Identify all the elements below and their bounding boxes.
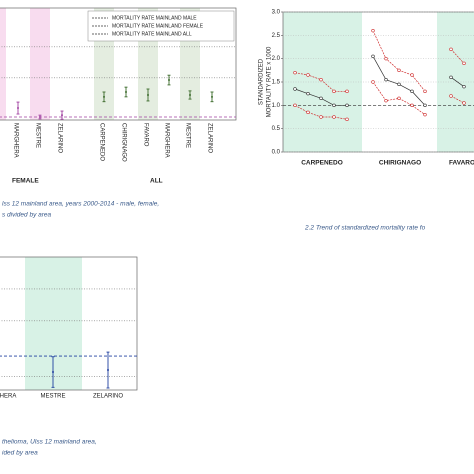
- point: [423, 112, 427, 117]
- point: [397, 96, 401, 101]
- point: [17, 107, 19, 110]
- x-tick-label: CARPENEDO: [301, 160, 343, 167]
- x-tick-label: HERA: [0, 394, 16, 400]
- point: [293, 70, 297, 75]
- point: [39, 116, 41, 119]
- point: [52, 371, 54, 374]
- x-tick-label: FAVARO: [449, 160, 474, 167]
- point: [61, 114, 63, 117]
- y-tick-label: 1.5: [272, 80, 281, 86]
- x-tick-label: MESTRE: [184, 123, 190, 148]
- caption: 2.2 Trend of standardized mortality rate…: [304, 225, 426, 232]
- point: [332, 115, 336, 119]
- y-axis-title: STANDARDIZED MORTALITY RATE x 1000: [259, 46, 273, 117]
- plot-frame-3: [0, 256, 138, 391]
- y-axis-title-line: STANDARDIZED: [259, 58, 265, 105]
- x-tick-label: CHIRIGNAGO: [120, 123, 126, 162]
- caption: lss 12 mainland area, years 2000-2014 - …: [2, 201, 159, 208]
- point: [384, 77, 388, 82]
- point: [449, 75, 453, 80]
- point: [449, 94, 453, 98]
- caption: thelioma, Ulss 12 mainland area,: [2, 439, 97, 446]
- point: [384, 98, 388, 103]
- point: [397, 82, 401, 87]
- x-tick-label: ZELARINO: [93, 394, 123, 400]
- point: [345, 89, 349, 94]
- group-label: FEMALE: [12, 178, 39, 185]
- legend-label: MORTALITY RATE MAINLAND ALL: [112, 31, 192, 37]
- point: [211, 95, 213, 98]
- y-tick-label: 0.0: [272, 150, 281, 156]
- point: [332, 103, 336, 108]
- caption: s divided by area: [2, 212, 52, 219]
- x-tick-label: FAVARO: [142, 123, 148, 147]
- point: [168, 79, 170, 82]
- point: [410, 89, 414, 94]
- point: [306, 91, 310, 96]
- y-tick-label: 3.0: [272, 10, 281, 16]
- y-tick-label: 0.5: [272, 126, 281, 132]
- point: [332, 89, 336, 94]
- x-tick-label: MESTRE: [34, 123, 40, 148]
- x-tick-label: MARGHERA: [12, 123, 18, 158]
- point: [125, 91, 127, 93]
- point: [103, 95, 105, 98]
- plot-frame-1: [0, 7, 237, 121]
- point: [107, 369, 109, 372]
- point: [147, 93, 149, 96]
- y-tick-label: 2.0: [272, 56, 281, 62]
- legend-box: [87, 10, 235, 42]
- y-axis-title-line: MORTALITY RATE x 1000: [267, 46, 273, 117]
- point: [462, 84, 466, 89]
- point: [293, 87, 297, 91]
- point: [423, 89, 427, 94]
- x-tick-label: MESTRE: [40, 394, 65, 400]
- point: [306, 73, 310, 77]
- plot: [0, 46, 236, 120]
- point: [293, 103, 297, 108]
- point: [462, 61, 466, 66]
- point: [410, 73, 414, 77]
- point: [345, 103, 349, 108]
- legend-label: MORTALITY RATE MAINLAND MALE: [112, 15, 197, 21]
- point: [410, 103, 414, 108]
- point: [371, 54, 375, 59]
- point: [397, 68, 401, 73]
- group-label: ALL: [150, 178, 163, 185]
- point: [384, 56, 388, 61]
- point: [462, 101, 466, 105]
- point: [449, 47, 453, 52]
- x-tick-label: CHIRIGNAGO: [379, 160, 421, 167]
- point: [319, 77, 323, 82]
- x-tick-label: ZELARINO: [56, 123, 62, 153]
- x-tick-label: ZELARINO: [206, 123, 212, 153]
- band-3: [25, 257, 82, 390]
- point: [371, 28, 375, 33]
- point: [345, 117, 349, 122]
- point: [306, 110, 310, 115]
- x-tick-label: CARPENEDO: [98, 123, 104, 161]
- y-tick-label: 1.0: [272, 103, 281, 109]
- x-tick-label: MARGHERA: [163, 123, 169, 158]
- point: [189, 93, 191, 96]
- plot: [0, 288, 137, 389]
- legend-label: MORTALITY RATE MAINLAND FEMALE: [112, 23, 204, 29]
- point: [371, 80, 375, 84]
- point: [423, 103, 427, 108]
- y-tick-label: 2.5: [272, 33, 281, 39]
- point: [319, 115, 323, 119]
- point: [319, 96, 323, 101]
- caption: ided by area: [2, 450, 38, 457]
